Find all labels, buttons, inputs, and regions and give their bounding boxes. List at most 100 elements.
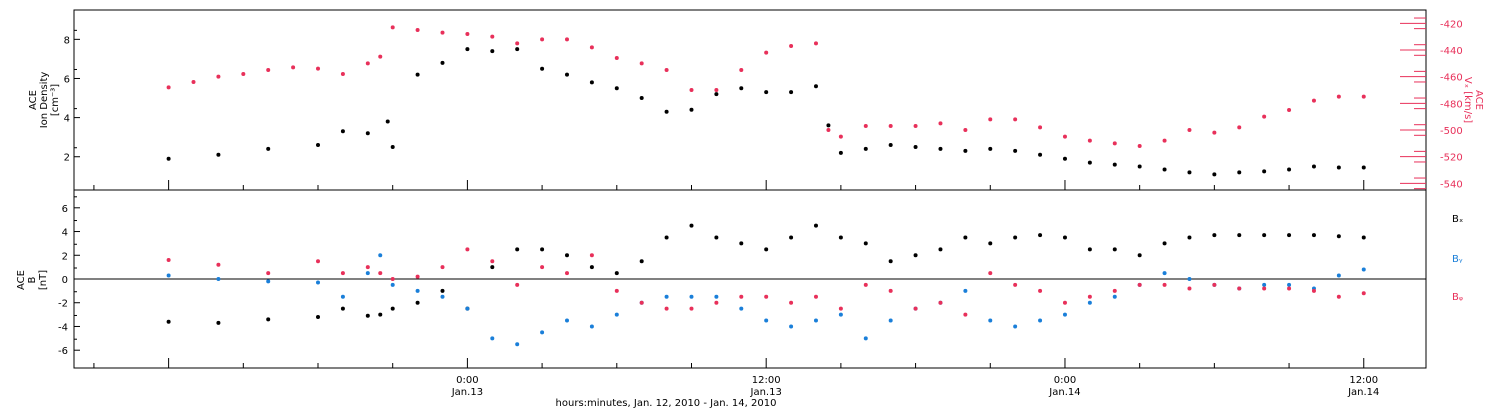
- vx-ylabel-line1: ACE: [1473, 90, 1484, 110]
- bx-point-19: [689, 223, 694, 228]
- by-point-9: [440, 294, 445, 299]
- density-point-39: [1162, 167, 1167, 172]
- density-point-15: [589, 80, 594, 85]
- vx-ytick-label-4: -500: [1440, 126, 1463, 137]
- bfield-ytick-label-0: 6: [62, 204, 68, 215]
- bz-point-4: [340, 271, 345, 276]
- bz-point-15: [589, 253, 594, 258]
- bx-point-24: [813, 223, 818, 228]
- bx-point-17: [639, 259, 644, 264]
- density-point-45: [1311, 164, 1316, 169]
- density-point-32: [988, 146, 993, 151]
- by-point-1: [216, 277, 221, 281]
- density-ytick-label-3: 8: [64, 35, 70, 46]
- bfield-ytick-label-3: 0: [62, 275, 68, 286]
- bz-point-12: [515, 282, 520, 287]
- bx-point-39: [1187, 235, 1192, 240]
- density-point-34: [1038, 152, 1043, 157]
- bz-point-36: [1112, 288, 1117, 293]
- by-point-5: [365, 271, 370, 276]
- bx-point-25: [838, 235, 843, 240]
- vx-point-15: [515, 41, 520, 46]
- density-point-8: [415, 72, 420, 77]
- bz-point-6: [378, 271, 383, 276]
- bx-point-14: [564, 253, 569, 258]
- bz-point-32: [1013, 282, 1018, 287]
- by-point-39: [1187, 277, 1192, 281]
- upper-panel-frame: [73, 9, 1427, 191]
- bfield-ytick-label-2: 2: [62, 251, 68, 262]
- bx-point-46: [1361, 235, 1366, 240]
- vx-point-31: [888, 124, 893, 128]
- bz-point-27: [888, 288, 893, 293]
- density-point-29: [913, 144, 918, 149]
- density-point-3: [316, 143, 321, 147]
- vx-point-28: [826, 128, 831, 132]
- bz-point-38: [1162, 282, 1167, 287]
- density-point-37: [1112, 162, 1117, 167]
- density-point-23: [789, 90, 794, 95]
- bz-point-39: [1187, 286, 1192, 291]
- vx-point-5: [291, 65, 296, 70]
- bx-point-20: [714, 235, 719, 240]
- vx-point-40: [1112, 141, 1117, 146]
- bx-point-45: [1336, 234, 1341, 239]
- bz-point-41: [1237, 286, 1242, 291]
- bx-point-11: [490, 265, 495, 270]
- bx-point-29: [938, 247, 943, 252]
- by-point-12: [515, 342, 520, 347]
- bx-point-5: [365, 313, 370, 318]
- bz-point-28: [913, 306, 918, 311]
- vx-point-49: [1336, 94, 1341, 99]
- bz-point-14: [564, 271, 569, 276]
- bz-point-1: [216, 262, 221, 267]
- bz-point-13: [540, 265, 545, 270]
- by-point-19: [689, 294, 694, 299]
- bx-point-38: [1162, 241, 1167, 246]
- vx-point-35: [988, 117, 993, 122]
- vx-point-46: [1262, 114, 1267, 119]
- density-point-13: [540, 66, 545, 71]
- by-point-16: [614, 312, 619, 317]
- bx-point-15: [589, 265, 594, 270]
- vx-point-43: [1187, 128, 1192, 132]
- bfield-ytick-label-5: -4: [58, 322, 68, 333]
- density-ylabel-line2: Ion Density: [39, 72, 50, 129]
- density-point-6: [385, 119, 390, 124]
- bx-point-42: [1262, 233, 1267, 238]
- density-point-28: [888, 143, 893, 147]
- by-point-7: [390, 282, 395, 287]
- bx-point-9: [440, 288, 445, 293]
- vx-ytick-label-3: -480: [1440, 99, 1463, 110]
- bz-point-24: [813, 294, 818, 299]
- vx-point-47: [1287, 108, 1292, 112]
- bx-point-44: [1311, 233, 1316, 238]
- bx-point-26: [863, 241, 868, 246]
- density-point-47: [1361, 165, 1366, 170]
- vx-point-38: [1062, 134, 1067, 139]
- bx-point-28: [913, 253, 918, 258]
- by-point-46: [1361, 267, 1366, 272]
- density-ylabel-line3: [cm⁻³]: [50, 84, 61, 116]
- bz-point-31: [988, 271, 993, 276]
- vx-point-10: [390, 25, 395, 30]
- vx-point-45: [1237, 125, 1242, 130]
- legend-by: Bᵧ: [1452, 254, 1463, 265]
- bx-point-34: [1062, 235, 1067, 240]
- xtick-date-label-1: Jan.13: [750, 387, 782, 398]
- bz-point-25: [838, 306, 843, 311]
- vx-point-21: [664, 68, 669, 72]
- x-axis-title: hours:minutes, Jan. 12, 2010 - Jan. 14, …: [556, 398, 777, 409]
- bx-point-41: [1237, 233, 1242, 238]
- density-point-5: [365, 131, 370, 136]
- by-point-38: [1162, 271, 1167, 276]
- bz-point-35: [1087, 294, 1092, 299]
- vx-point-12: [440, 30, 445, 35]
- by-point-33: [1038, 318, 1043, 323]
- density-point-16: [614, 86, 619, 91]
- vx-point-13: [465, 32, 470, 36]
- bfield-ytick-label-1: 4: [62, 228, 68, 239]
- vx-point-27: [813, 41, 818, 46]
- vx-point-24: [739, 68, 744, 72]
- by-point-6: [378, 253, 383, 258]
